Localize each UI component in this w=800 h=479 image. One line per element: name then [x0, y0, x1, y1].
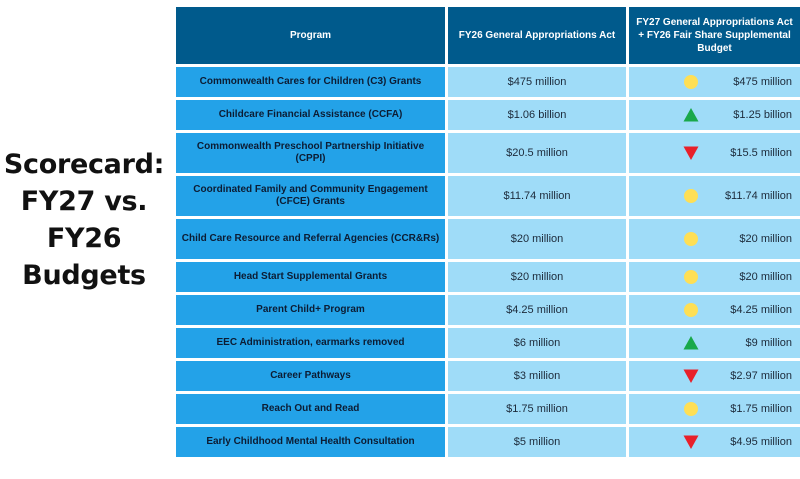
fy27-value-cell: $15.5 million [629, 133, 800, 173]
fy27-value: $4.95 million [730, 436, 792, 448]
fy26-value-cell: $1.06 billion [448, 100, 626, 130]
program-cell: Coordinated Family and Community Engagem… [176, 176, 445, 216]
fy27-value-cell: $2.97 million [629, 361, 800, 391]
fy27-value-cell: $1.75 million [629, 394, 800, 424]
program-cell: Childcare Financial Assistance (CCFA) [176, 100, 445, 130]
fy27-value-cell: $9 million [629, 328, 800, 358]
fy26-value-cell: $6 million [448, 328, 626, 358]
side-title-line: FY27 vs. [20, 186, 148, 217]
table-row: Reach Out and Read $1.75 million $1.75 mil… [176, 394, 800, 424]
side-title-line: Budgets [22, 260, 146, 291]
green-up-triangle-icon [683, 107, 699, 123]
table-row: Coordinated Family and Community Engagem… [176, 176, 800, 216]
fy27-value: $9 million [745, 337, 792, 349]
side-title: Scorecard: FY27 vs. FY26 Budgets [0, 146, 168, 294]
table-row: Head Start Supplemental Grants $20 millio… [176, 262, 800, 292]
red-down-triangle-icon [683, 145, 699, 161]
yellow-circle-icon [683, 302, 699, 318]
fy26-value-cell: $20.5 million [448, 133, 626, 173]
yellow-circle-icon [683, 401, 699, 417]
header-program: Program [176, 7, 445, 64]
yellow-circle-icon [683, 74, 699, 90]
program-cell: EEC Administration, earmarks removed [176, 328, 445, 358]
yellow-circle-icon [683, 231, 699, 247]
fy27-value-cell: $20 million [629, 262, 800, 292]
fy27-value: $1.75 million [730, 403, 792, 415]
fy27-value-cell: $4.95 million [629, 427, 800, 457]
header-fy26: FY26 General Appropriations Act [448, 7, 626, 64]
scorecard-table: Program FY26 General Appropriations Act … [173, 4, 800, 460]
fy26-value-cell: $5 million [448, 427, 626, 457]
green-up-triangle-icon [683, 335, 699, 351]
header-row: Program FY26 General Appropriations Act … [176, 7, 800, 64]
side-title-line: FY26 [46, 223, 122, 254]
fy27-value-cell: $20 million [629, 219, 800, 259]
program-cell: Parent Child+ Program [176, 295, 445, 325]
program-cell: Early Childhood Mental Health Consultati… [176, 427, 445, 457]
table-row: Commonwealth Preschool Partnership Initi… [176, 133, 800, 173]
fy26-value-cell: $4.25 million [448, 295, 626, 325]
fy27-value: $2.97 million [730, 370, 792, 382]
fy27-value: $20 million [739, 271, 792, 283]
table-row: Career Pathways $3 million $2.97 million [176, 361, 800, 391]
table-row: Childcare Financial Assistance (CCFA) $1.… [176, 100, 800, 130]
fy27-value-cell: $475 million [629, 67, 800, 97]
table-row: Early Childhood Mental Health Consultati… [176, 427, 800, 457]
table-body: Commonwealth Cares for Children (C3) Gra… [176, 67, 800, 457]
fy27-value: $475 million [733, 76, 792, 88]
red-down-triangle-icon [683, 434, 699, 450]
fy27-value: $1.25 billion [733, 109, 792, 121]
fy26-value-cell: $20 million [448, 219, 626, 259]
fy27-value: $15.5 million [730, 147, 792, 159]
table-row: EEC Administration, earmarks removed $6 m… [176, 328, 800, 358]
program-cell: Career Pathways [176, 361, 445, 391]
fy27-value-cell: $4.25 million [629, 295, 800, 325]
header-fy27: FY27 General Appropriations Act + FY26 F… [629, 7, 800, 64]
fy26-value-cell: $11.74 million [448, 176, 626, 216]
fy26-value-cell: $3 million [448, 361, 626, 391]
program-cell: Reach Out and Read [176, 394, 445, 424]
yellow-circle-icon [683, 269, 699, 285]
fy26-value-cell: $475 million [448, 67, 626, 97]
fy27-value: $20 million [739, 233, 792, 245]
table-row: Parent Child+ Program $4.25 million $4.25 … [176, 295, 800, 325]
program-cell: Child Care Resource and Referral Agencie… [176, 219, 445, 259]
fy26-value-cell: $20 million [448, 262, 626, 292]
program-cell: Commonwealth Cares for Children (C3) Gra… [176, 67, 445, 97]
yellow-circle-icon [683, 188, 699, 204]
fy27-value: $11.74 million [724, 190, 792, 202]
program-cell: Head Start Supplemental Grants [176, 262, 445, 292]
fy26-value-cell: $1.75 million [448, 394, 626, 424]
fy27-value: $4.25 million [730, 304, 792, 316]
program-cell: Commonwealth Preschool Partnership Initi… [176, 133, 445, 173]
fy27-value-cell: $1.25 billion [629, 100, 800, 130]
fy27-value-cell: $11.74 million [629, 176, 800, 216]
side-title-line: Scorecard: [3, 149, 165, 180]
table-row: Child Care Resource and Referral Agencie… [176, 219, 800, 259]
red-down-triangle-icon [683, 368, 699, 384]
table-row: Commonwealth Cares for Children (C3) Gra… [176, 67, 800, 97]
